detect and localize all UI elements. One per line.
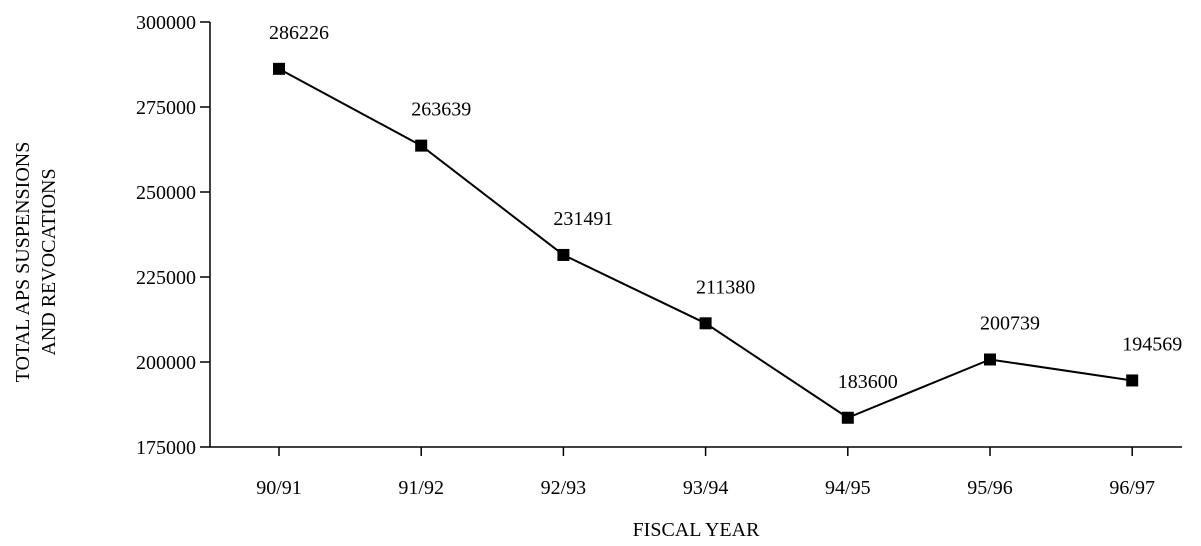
data-label: 231491 <box>553 208 613 230</box>
y-tick-label: 275000 <box>136 97 196 119</box>
data-label: 183600 <box>838 371 898 393</box>
y-tick-label: 175000 <box>136 437 196 459</box>
y-tick-label: 200000 <box>136 352 196 374</box>
series-line <box>278 67 1133 419</box>
data-point-marker <box>273 62 285 75</box>
x-tick-label: 91/92 <box>398 477 444 499</box>
axes <box>209 22 1182 448</box>
y-axis-title-line-2: AND REVOCATIONS <box>38 168 60 355</box>
y-tick-label: 250000 <box>136 182 196 204</box>
data-point-marker <box>1126 374 1139 387</box>
data-label: 194569 <box>1122 333 1182 355</box>
y-tick-label: 225000 <box>136 267 196 289</box>
x-tick-label: 95/96 <box>967 477 1013 499</box>
x-tick-label: 96/97 <box>1109 477 1155 499</box>
y-axis-title: TOTAL APS SUSPENSIONS AND REVOCATIONS <box>12 142 60 383</box>
x-tick-label: 93/94 <box>683 477 729 499</box>
series <box>273 62 1139 424</box>
data-label: 286226 <box>269 22 329 44</box>
data-label: 200739 <box>980 312 1040 334</box>
data-point-marker <box>841 411 854 424</box>
data-label: 211380 <box>696 276 755 298</box>
y-tick-label: 300000 <box>136 12 196 34</box>
data-point-marker <box>699 317 712 330</box>
y-axis-ticks: 175000 200000 225000 250000 275000 300000 <box>136 12 210 459</box>
x-axis-ticks: 90/91 91/92 92/93 93/94 94/95 95/96 96/97 <box>256 447 1155 499</box>
data-label: 263639 <box>411 99 471 121</box>
x-tick-label: 94/95 <box>825 477 871 499</box>
x-tick-label: 90/91 <box>256 477 302 499</box>
data-point-marker <box>415 139 428 152</box>
y-axis-title-line-1: TOTAL APS SUSPENSIONS <box>12 142 34 383</box>
data-point-marker <box>557 248 570 261</box>
x-tick-label: 92/93 <box>541 477 587 499</box>
data-labels: 286226 263639 231491 211380 183600 200739 1945… <box>269 22 1182 393</box>
x-axis-title: FISCAL YEAR <box>633 519 761 541</box>
data-point-marker <box>984 353 996 366</box>
